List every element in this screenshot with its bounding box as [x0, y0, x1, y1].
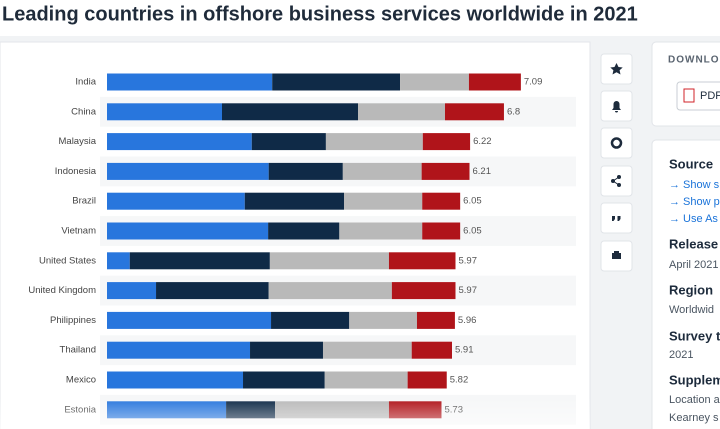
total-label: 5.97 [458, 255, 477, 266]
supplement-line: Location a [669, 394, 720, 406]
total-label: 6.22 [473, 136, 492, 147]
bar-segment [391, 282, 456, 300]
bar-segment [243, 371, 325, 389]
bar-segment [339, 222, 423, 240]
bar-segment [421, 162, 470, 180]
bar-segment [422, 133, 471, 151]
bar-segment [325, 133, 423, 151]
bar-segment [358, 103, 445, 121]
survey-heading: Survey t [669, 328, 720, 343]
bar-segment [107, 282, 157, 300]
bar-segment [422, 222, 461, 240]
bar-segment [107, 162, 269, 180]
y-tick-label: Indonesia [55, 166, 97, 177]
header-bg [0, 0, 720, 36]
bar-segment [344, 192, 423, 210]
total-label: 5.91 [455, 345, 474, 356]
survey: 2021 [669, 349, 693, 361]
bar-segment [107, 103, 222, 121]
bar-segment [272, 73, 401, 91]
y-tick-label: Brazil [72, 196, 96, 207]
supplement-line: Kearney s [669, 412, 719, 424]
share-button[interactable] [600, 165, 633, 197]
cite-button[interactable] [600, 202, 633, 234]
y-tick-label: Philippines [50, 315, 96, 326]
bar-segment [107, 222, 269, 240]
region: Worldwid [669, 304, 714, 316]
source-link[interactable]: → Show p [669, 196, 720, 208]
release-heading: Release [669, 236, 718, 251]
bar-segment [107, 371, 244, 389]
bar-segment [416, 311, 455, 329]
region-heading: Region [669, 282, 713, 297]
bar-segment [250, 341, 323, 359]
source-link[interactable]: → Use As [669, 213, 718, 225]
source-link[interactable]: → Show s [669, 179, 720, 191]
supplement-heading: Supplem [669, 372, 720, 387]
notification-button[interactable] [600, 90, 633, 122]
bar-segment [251, 133, 326, 151]
total-label: 6.8 [507, 106, 520, 117]
bar-segment [221, 103, 359, 121]
bar-segment [269, 252, 389, 270]
bar-segment [422, 192, 461, 210]
release-date: April 2021 [669, 259, 719, 271]
source-heading: Source [669, 156, 713, 171]
bar-segment [107, 133, 252, 151]
y-tick-label: United Kingdom [28, 285, 96, 296]
fade-overlay [0, 398, 590, 429]
total-label: 5.96 [458, 315, 477, 326]
bar-segment [107, 192, 245, 210]
bar-segment [322, 341, 412, 359]
bar-segment [407, 371, 447, 389]
bar-segment [271, 311, 350, 329]
y-tick-label: India [75, 77, 96, 88]
bar-segment [268, 162, 343, 180]
bar-segment [444, 103, 504, 121]
bar-segment [156, 282, 269, 300]
page-title: Leading countries in offshore business s… [2, 3, 638, 25]
y-tick-label: Malaysia [59, 136, 97, 147]
bar-segment [107, 341, 251, 359]
favorite-button[interactable] [600, 53, 633, 85]
bar-segment [468, 73, 521, 91]
bar-segment [342, 162, 422, 180]
bar-segment [349, 311, 417, 329]
bar-segment [244, 192, 345, 210]
total-label: 5.82 [450, 375, 469, 386]
bar-segment [388, 252, 456, 270]
bar-segment [129, 252, 270, 270]
bar-segment [268, 222, 340, 240]
total-label: 5.97 [458, 285, 477, 296]
bar-segment [400, 73, 469, 91]
bar-segment [268, 282, 392, 300]
pdf-button[interactable]: PDF [676, 81, 720, 111]
y-tick-label: China [71, 106, 97, 117]
pdf-label: PDF [700, 90, 720, 102]
info-card [651, 139, 720, 429]
print-button[interactable] [600, 240, 633, 272]
total-label: 7.09 [524, 77, 543, 88]
bar-segment [107, 252, 130, 270]
total-label: 6.05 [463, 196, 482, 207]
bar-segment [324, 371, 408, 389]
toolbar [600, 53, 633, 272]
bar-segment [107, 311, 272, 329]
y-tick-label: Vietnam [61, 226, 96, 237]
total-label: 6.05 [463, 226, 482, 237]
total-label: 6.21 [473, 166, 492, 177]
y-tick-label: United States [39, 255, 96, 266]
y-tick-label: Thailand [60, 345, 96, 356]
download-heading: DOWNLO [668, 55, 720, 66]
y-tick-label: Mexico [66, 375, 96, 386]
settings-button[interactable] [600, 127, 633, 159]
bar-segment [107, 73, 273, 91]
bar-segment [411, 341, 452, 359]
